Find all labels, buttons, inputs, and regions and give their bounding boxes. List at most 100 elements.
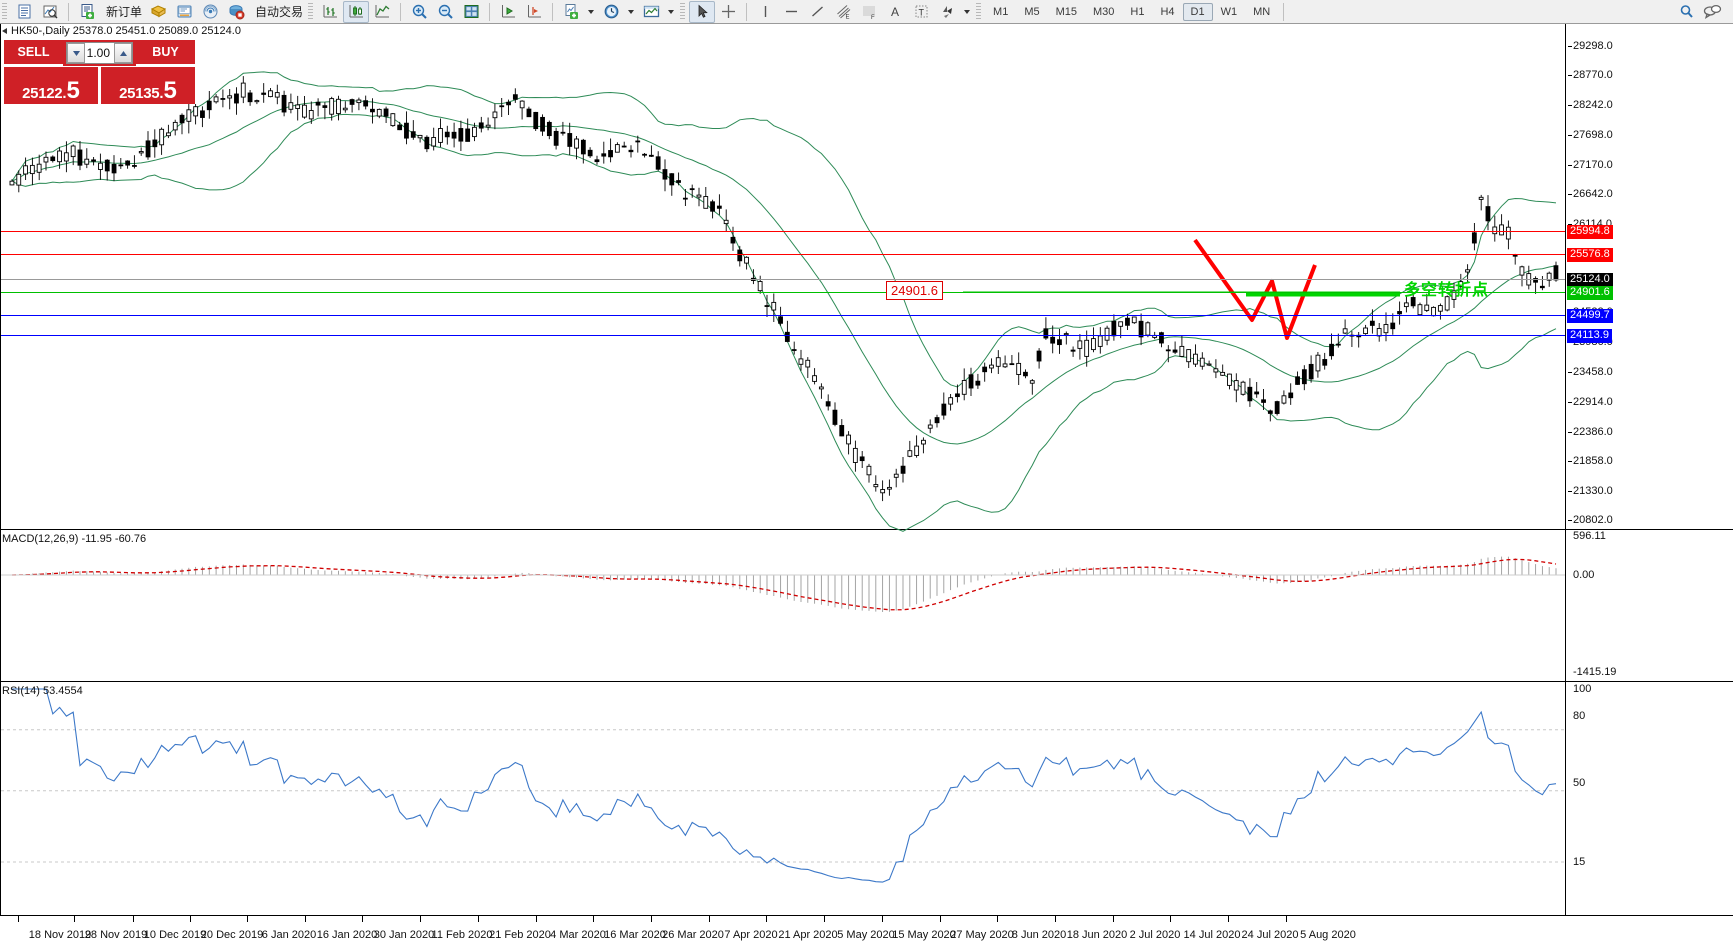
fibonacci-icon[interactable]: F [856, 1, 882, 23]
chart-shift-icon[interactable] [521, 1, 547, 23]
buy-price-fraction: 5 [163, 77, 177, 104]
tick-mark [1568, 490, 1572, 492]
auto-scroll-icon[interactable] [495, 1, 521, 23]
chart-symbol-header: HK50-,Daily 25378.0 25451.0 25089.0 2512… [0, 24, 241, 37]
price-level-line[interactable] [1, 335, 1565, 336]
price-tick-label: 21858.0 [1568, 455, 1613, 467]
chevron-down-icon-shapes[interactable] [964, 9, 971, 14]
tick-mark [1568, 520, 1572, 521]
tick-mark [1568, 402, 1572, 404]
date-tick-label: 15 May 2020 [892, 929, 956, 941]
crosshair-icon[interactable] [715, 1, 741, 23]
clock-icon[interactable] [598, 1, 624, 23]
line-chart-icon[interactable] [369, 1, 395, 23]
price-level-line[interactable] [1, 254, 1565, 255]
toolbar-grip-4[interactable] [976, 2, 982, 21]
tick-mark [1568, 194, 1572, 196]
folder-yellow-icon[interactable] [145, 1, 171, 23]
date-tick-mark [18, 916, 19, 922]
document-icon[interactable] [11, 1, 37, 23]
rsi-tick-label: 50 [1573, 777, 1586, 789]
zoom-out-icon[interactable] [432, 1, 458, 23]
auto-trading-button[interactable]: 自动交易 [249, 1, 306, 23]
chart-left-border [0, 24, 1, 915]
chevron-down-icon-indicators[interactable] [588, 9, 595, 14]
text-icon[interactable]: A [882, 1, 908, 23]
price-level-line[interactable] [1, 279, 1565, 280]
new-order-button[interactable]: 新订单 [100, 1, 145, 23]
new-order-icon[interactable] [74, 1, 100, 23]
price-annotation-box[interactable]: 24901.6 [886, 281, 943, 300]
chevron-down-icon-periods[interactable] [628, 9, 635, 14]
horizontal-line-icon[interactable] [778, 1, 804, 23]
shapes-icon[interactable] [934, 1, 960, 23]
timeframe-m30[interactable]: M30 [1093, 5, 1115, 18]
macd-tick-label: 596.11 [1573, 530, 1606, 542]
editor-icon[interactable] [171, 1, 197, 23]
chevron-down-icon-templates[interactable] [668, 9, 675, 14]
date-tick-label: 16 Jan 2020 [316, 929, 378, 941]
date-tick-label: 8 Jun 2020 [1011, 929, 1067, 941]
sell-button[interactable]: 25122 . 5 [4, 67, 98, 104]
price-level-line[interactable] [1, 315, 1565, 316]
toolbar-grip[interactable] [2, 2, 7, 21]
timeframe-h4[interactable]: H4 [1160, 5, 1175, 18]
channel-icon[interactable]: E [830, 1, 856, 23]
timeframe-mn[interactable]: MN [1253, 5, 1271, 18]
timeframe-d1[interactable]: D1 [1182, 2, 1213, 21]
collapse-arrow-icon[interactable] [2, 27, 7, 34]
buy-button[interactable]: 25135 . 5 [101, 67, 195, 104]
timeframe-m1[interactable]: M1 [993, 5, 1009, 18]
search-icon[interactable] [1673, 1, 1699, 23]
price-tick-label: 23458.0 [1568, 366, 1613, 378]
svg-text:A: A [891, 5, 899, 19]
arrow-cursor-icon[interactable] [689, 0, 716, 23]
rsi-pane[interactable]: RSI(14) 53.4554 [0, 681, 1733, 916]
tick-mark [1568, 431, 1572, 433]
toolbar-divider [68, 2, 69, 21]
sell-price-integer: 25122 [22, 85, 63, 102]
timeframe-m15[interactable]: M15 [1055, 5, 1077, 18]
price-level-line[interactable] [1, 292, 1565, 293]
sell-price-fraction: 5 [66, 77, 80, 104]
timeframe-m5[interactable]: M5 [1024, 5, 1040, 18]
bar-chart-icon[interactable] [317, 1, 343, 23]
candlestick-icon[interactable] [343, 0, 370, 23]
timeframe-w1[interactable]: W1 [1220, 5, 1238, 18]
timeframe-h1[interactable]: H1 [1130, 5, 1145, 18]
date-tick-mark [940, 916, 941, 922]
volume-input-box[interactable]: 1.00 [66, 42, 133, 64]
toolbar-grip-3[interactable] [680, 2, 686, 21]
price-tick-label: 27698.0 [1568, 129, 1613, 141]
vertical-line-icon[interactable] [752, 1, 778, 23]
date-tick-mark [478, 916, 479, 922]
volume-decrement-button[interactable] [67, 43, 85, 63]
date-tick-mark [362, 916, 363, 922]
price-tick-label: 27170.0 [1568, 159, 1613, 171]
zoom-in-icon[interactable] [406, 1, 432, 23]
date-axis[interactable]: 18 Nov 2019 28 Nov 2019 10 Dec 2019 20 Dec … [0, 915, 1733, 948]
trendline-icon[interactable] [804, 1, 830, 23]
price-level-line[interactable] [1, 231, 1565, 232]
chinese-annotation-label[interactable]: 多空转折点 [1404, 282, 1490, 299]
signal-icon[interactable] [197, 1, 223, 23]
template-icon[interactable] [638, 1, 664, 23]
date-tick-label: 28 Nov 2019 [84, 929, 148, 941]
text-label-icon[interactable]: T [908, 1, 934, 23]
chat-bubbles-icon[interactable] [1699, 1, 1725, 23]
one-click-trading-panel[interactable]: SELL 1.00 BUY 25122 . 5 25135 . 5 [4, 40, 195, 105]
magnifier-chart-icon[interactable] [37, 1, 63, 23]
volume-stepper[interactable]: 1.00 [63, 40, 136, 66]
price-tick-label: 22386.0 [1568, 426, 1613, 438]
add-indicator-icon[interactable] [558, 1, 584, 23]
tile-windows-icon[interactable] [458, 1, 484, 23]
main-toolbar[interactable]: 新订单 自动交易 [0, 0, 1733, 24]
auto-trading-icon[interactable] [223, 1, 249, 23]
volume-value[interactable]: 1.00 [86, 46, 110, 60]
toolbar-divider-4 [552, 2, 554, 21]
macd-pane[interactable]: MACD(12,26,9) -11.95 -60.76 [0, 529, 1733, 684]
volume-increment-button[interactable] [114, 43, 132, 63]
date-tick-mark [536, 916, 537, 922]
toolbar-grip-2[interactable] [308, 2, 314, 21]
auto-trading-label: 自动交易 [255, 5, 304, 19]
